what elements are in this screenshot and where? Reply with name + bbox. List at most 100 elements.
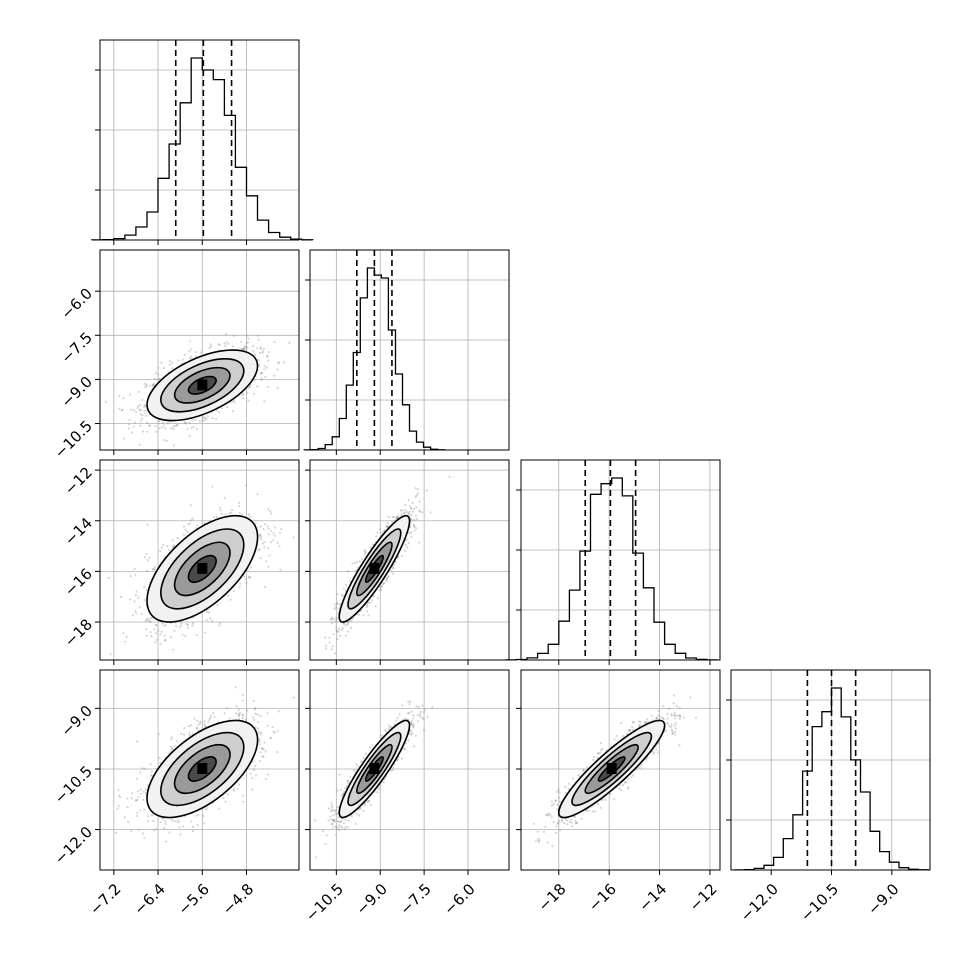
- sample-point: [128, 418, 131, 421]
- sample-point: [336, 812, 339, 815]
- sample-point: [597, 752, 600, 755]
- sample-point: [170, 747, 173, 751]
- sample-point: [159, 633, 162, 636]
- sample-point: [204, 724, 207, 728]
- sample-point: [417, 705, 420, 708]
- sample-point: [160, 361, 163, 364]
- sample-point: [292, 536, 295, 539]
- sample-point: [423, 708, 426, 711]
- sample-point: [263, 523, 267, 526]
- sample-point: [238, 505, 241, 508]
- sample-point: [330, 818, 333, 821]
- sample-point: [202, 416, 205, 419]
- sample-point: [163, 820, 167, 823]
- sample-point: [176, 537, 179, 540]
- sample-point: [392, 566, 395, 569]
- sample-point: [172, 545, 175, 549]
- sample-point: [338, 829, 341, 832]
- sample-point: [655, 717, 658, 720]
- sample-point: [327, 819, 330, 822]
- sample-point: [268, 554, 271, 557]
- sample-point: [342, 822, 345, 825]
- sample-point: [222, 797, 225, 800]
- sample-point: [136, 407, 139, 410]
- sample-point: [251, 760, 255, 763]
- sample-point: [332, 819, 335, 822]
- sample-point: [157, 629, 160, 632]
- sample-point: [148, 384, 151, 387]
- sample-point: [408, 532, 411, 535]
- sample-point: [164, 638, 167, 642]
- sample-point: [330, 804, 333, 807]
- hist-panel-p0: [91, 39, 314, 245]
- sample-point: [554, 799, 558, 802]
- sample-point: [172, 819, 175, 822]
- sample-point: [150, 770, 153, 773]
- sample-point: [196, 726, 199, 730]
- sample-point: [272, 532, 275, 535]
- sample-point: [571, 825, 574, 828]
- sample-point: [196, 729, 199, 732]
- sample-point: [397, 758, 400, 761]
- sample-point: [357, 814, 360, 817]
- sample-point: [330, 810, 333, 813]
- sample-point: [354, 822, 357, 825]
- sample-point: [359, 806, 362, 809]
- sample-point: [674, 714, 677, 717]
- sample-point: [216, 603, 219, 606]
- sample-point: [340, 593, 343, 596]
- sample-point: [262, 755, 265, 758]
- sample-point: [321, 830, 324, 833]
- sample-point: [246, 334, 249, 337]
- sample-point: [332, 618, 335, 621]
- sample-point: [196, 719, 199, 722]
- sample-point: [390, 769, 393, 772]
- sample-point: [332, 814, 335, 817]
- sample-point: [256, 385, 259, 388]
- sample-point: [347, 819, 350, 822]
- sample-point: [678, 744, 681, 747]
- sample-point: [130, 408, 133, 411]
- sample-point: [131, 792, 134, 795]
- sample-point: [399, 509, 403, 512]
- sample-point: [549, 813, 552, 817]
- sample-point: [249, 772, 252, 775]
- sample-point: [163, 424, 166, 427]
- sample-point: [336, 602, 339, 605]
- sample-point: [557, 796, 561, 799]
- sample-point: [256, 721, 260, 724]
- sample-point: [135, 411, 138, 414]
- sample-point: [613, 798, 616, 801]
- sample-point: [129, 575, 132, 578]
- sample-point: [258, 737, 261, 741]
- sample-point: [218, 506, 222, 509]
- sample-point: [266, 711, 269, 715]
- sample-point: [177, 359, 180, 362]
- sample-point: [128, 598, 132, 601]
- sample-point: [153, 628, 156, 631]
- sample-point: [431, 706, 434, 709]
- density-peak: [369, 562, 380, 574]
- sample-point: [265, 354, 269, 357]
- sample-point: [130, 431, 133, 434]
- sample-point: [155, 430, 158, 433]
- sample-point: [674, 727, 678, 730]
- sample-point: [615, 734, 618, 738]
- sample-point: [355, 763, 358, 766]
- sample-point: [577, 774, 580, 777]
- sample-point: [253, 718, 256, 722]
- sample-point: [558, 820, 561, 823]
- sample-point: [264, 375, 267, 379]
- sample-point: [626, 732, 629, 735]
- sample-point: [418, 500, 421, 503]
- sample-point: [404, 717, 407, 720]
- sample-point: [273, 341, 276, 344]
- sample-point: [347, 621, 350, 624]
- sample-point: [277, 710, 280, 713]
- sample-point: [413, 526, 416, 529]
- sample-point: [333, 820, 336, 824]
- sample-point: [144, 619, 148, 623]
- sample-point: [389, 726, 392, 729]
- sample-point: [401, 554, 404, 558]
- sample-point: [396, 516, 399, 520]
